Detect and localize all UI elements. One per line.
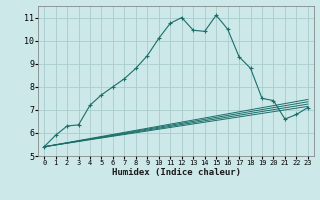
X-axis label: Humidex (Indice chaleur): Humidex (Indice chaleur) [111,168,241,177]
